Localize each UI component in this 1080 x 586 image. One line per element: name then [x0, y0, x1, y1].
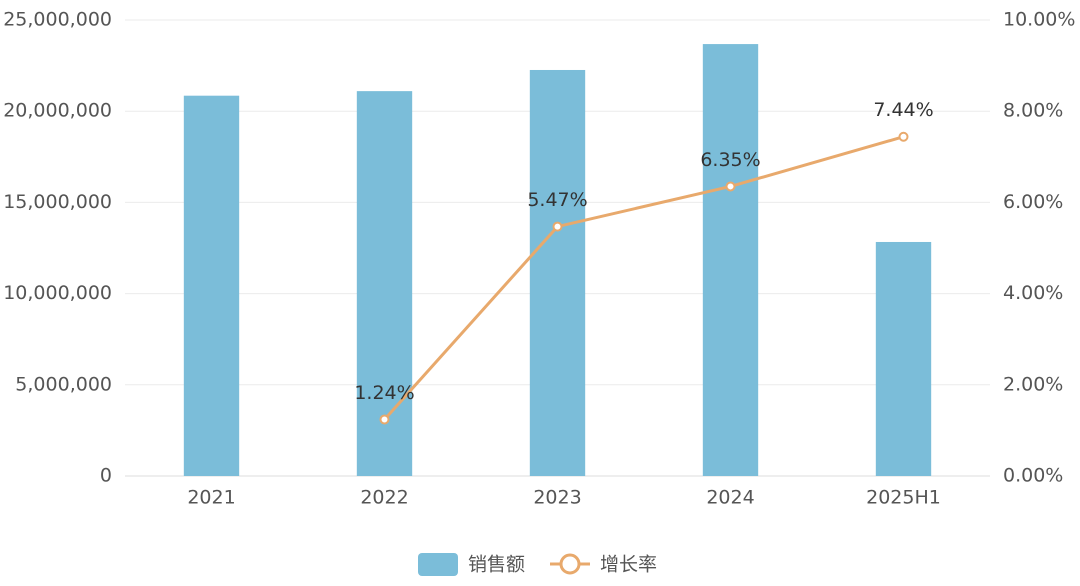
y2-tick-label: 0.00%: [1003, 465, 1063, 487]
value-label: 6.35%: [700, 149, 760, 171]
value-label: 7.44%: [873, 99, 933, 121]
legend-label: 增长率: [600, 554, 657, 576]
line-point: [725, 181, 736, 192]
x-tick-label: 2023: [533, 487, 581, 509]
line-point: [898, 131, 909, 142]
y-tick-label: 15,000,000: [3, 191, 112, 213]
y2-tick-label: 6.00%: [1003, 191, 1063, 213]
legend-swatch: [418, 553, 458, 576]
y2-tick-label: 10.00%: [1003, 9, 1075, 31]
bar: [875, 241, 932, 476]
x-tick-label: 2024: [706, 487, 754, 509]
line: [383, 135, 904, 421]
y-tick-label: 10,000,000: [3, 282, 112, 304]
line-point: [379, 414, 390, 425]
y-tick-label: 20,000,000: [3, 100, 112, 122]
bar: [702, 44, 759, 476]
y-tick-label: 25,000,000: [3, 9, 112, 31]
value-label: 5.47%: [527, 189, 587, 211]
y2-tick-label: 2.00%: [1003, 373, 1063, 395]
legend-swatch: [559, 553, 581, 575]
bar: [529, 69, 586, 476]
y-tick-label: 5,000,000: [15, 373, 112, 395]
x-tick-label: 2021: [187, 487, 235, 509]
line-point: [552, 221, 563, 232]
bar: [183, 95, 240, 477]
legend-label: 销售额: [468, 554, 525, 576]
y2-tick-label: 4.00%: [1003, 282, 1063, 304]
bar: [356, 91, 413, 477]
x-tick-label: 2025H1: [866, 487, 941, 509]
x-tick-label: 2022: [360, 487, 408, 509]
y-tick-label: 0: [100, 465, 112, 487]
value-label: 1.24%: [354, 382, 414, 404]
y2-tick-label: 8.00%: [1003, 100, 1063, 122]
